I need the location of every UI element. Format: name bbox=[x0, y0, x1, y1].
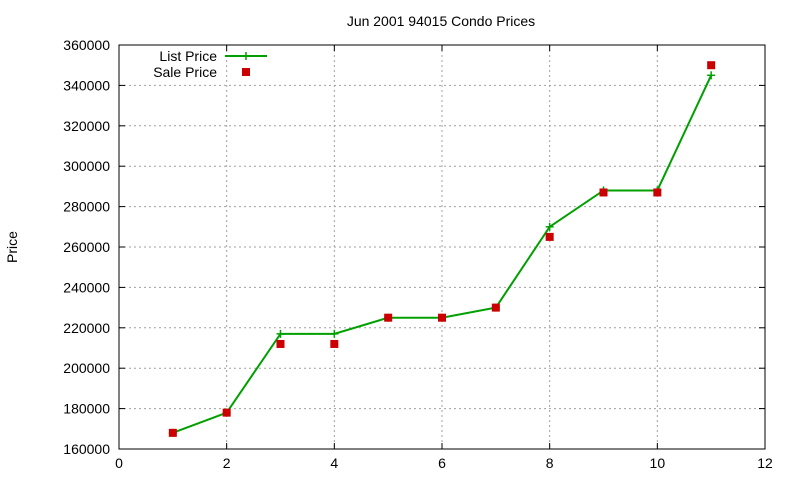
data-point bbox=[599, 188, 608, 197]
y-tick-label: 220000 bbox=[63, 320, 110, 336]
x-tick-label: 0 bbox=[115, 455, 123, 471]
y-tick-label: 300000 bbox=[63, 158, 110, 174]
y-tick-label: 360000 bbox=[63, 37, 110, 53]
data-point bbox=[707, 61, 716, 70]
y-tick-label: 180000 bbox=[63, 401, 110, 417]
series-layer bbox=[168, 61, 716, 437]
data-point bbox=[222, 408, 231, 417]
y-tick-label: 160000 bbox=[63, 441, 110, 457]
y-axis-label: Price bbox=[4, 231, 20, 263]
data-point bbox=[168, 428, 177, 437]
x-tick-label: 6 bbox=[438, 455, 446, 471]
legend-swatch-marker bbox=[242, 68, 250, 76]
y-tick-label: 280000 bbox=[63, 199, 110, 215]
x-tick-label: 8 bbox=[546, 455, 554, 471]
legend-label: Sale Price bbox=[153, 64, 217, 80]
legend-label: List Price bbox=[159, 48, 217, 64]
data-point bbox=[545, 232, 554, 241]
y-tick-label: 340000 bbox=[63, 77, 110, 93]
series-sale-price bbox=[168, 61, 716, 437]
x-tick-label: 10 bbox=[650, 455, 666, 471]
data-point bbox=[276, 339, 285, 348]
y-tick-label: 260000 bbox=[63, 239, 110, 255]
chart-title: Jun 2001 94015 Condo Prices bbox=[347, 13, 535, 29]
data-point bbox=[438, 313, 446, 322]
data-point bbox=[491, 303, 500, 312]
grid bbox=[119, 45, 765, 449]
axis-ticks: 0 2 4 6 8 10 12 160000 180000 200000 220000 240000 2… bbox=[63, 37, 773, 471]
x-tick-label: 12 bbox=[757, 455, 773, 471]
y-tick-label: 200000 bbox=[63, 360, 110, 376]
y-tick-label: 240000 bbox=[63, 279, 110, 295]
data-point bbox=[384, 313, 393, 322]
y-tick-label: 320000 bbox=[63, 118, 110, 134]
data-point bbox=[330, 339, 339, 348]
data-point bbox=[653, 188, 662, 197]
x-tick-label: 2 bbox=[223, 455, 231, 471]
plot-frame bbox=[118, 44, 766, 450]
x-tick-label: 4 bbox=[330, 455, 338, 471]
series-line bbox=[172, 74, 713, 434]
